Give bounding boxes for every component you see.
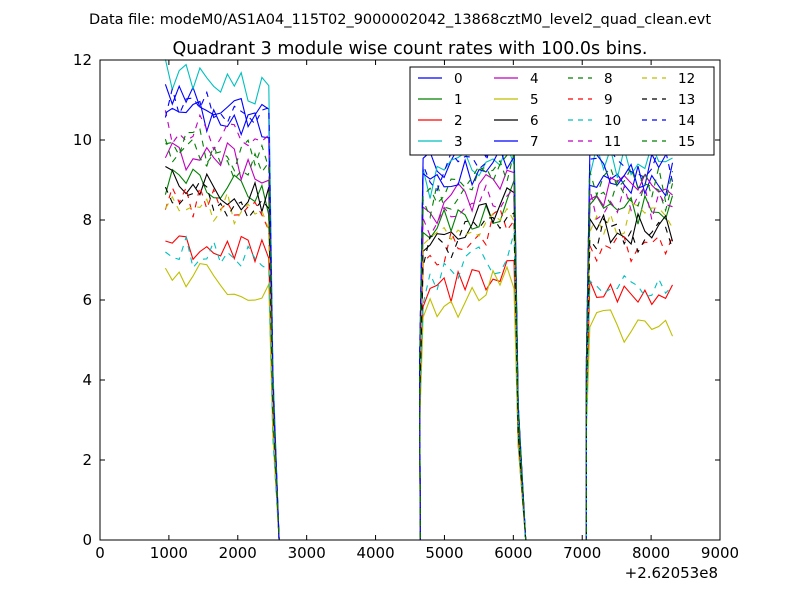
series-line-7 — [165, 100, 673, 541]
y-tick-label: 4 — [82, 371, 92, 389]
x-tick-label: 4000 — [356, 544, 394, 562]
chart-title: Quadrant 3 module wise count rates with … — [173, 39, 648, 59]
x-tick-label: 1000 — [150, 544, 188, 562]
ticks-layer — [99, 59, 721, 541]
y-tick-label: 12 — [73, 51, 92, 69]
series-line-15 — [165, 128, 674, 541]
y-tick-label: 10 — [73, 131, 92, 149]
legend-label-3: 3 — [454, 134, 463, 150]
legend-label-6: 6 — [530, 113, 539, 129]
legend-label-9: 9 — [604, 92, 613, 108]
legend-label-13: 13 — [678, 92, 695, 108]
chart-suptitle: Data file: modeM0/AS1A04_115T02_90000020… — [89, 12, 711, 28]
legend-box — [409, 66, 715, 156]
series-line-3 — [164, 59, 673, 541]
legend-label-2: 2 — [454, 113, 463, 129]
series-line-10 — [165, 232, 673, 541]
y-tick-label: 0 — [82, 531, 92, 549]
legend-label-1: 1 — [454, 92, 463, 108]
x-tick-label: 7000 — [563, 544, 601, 562]
x-tick-label: 9000 — [701, 544, 739, 562]
series-line-2 — [165, 235, 673, 541]
y-tick-label: 8 — [82, 211, 92, 229]
legend-label-5: 5 — [530, 92, 539, 108]
x-tick-label: 6000 — [494, 544, 532, 562]
y-tick-label: 6 — [82, 291, 92, 309]
legend-label-12: 12 — [678, 71, 695, 87]
x-tick-label: 8000 — [632, 544, 670, 562]
series-line-14 — [164, 88, 674, 541]
series-line-5 — [164, 262, 674, 541]
legend-label-15: 15 — [678, 134, 695, 150]
legend-label-4: 4 — [530, 71, 539, 87]
series-line-6 — [165, 166, 674, 541]
x-tick-label: 0 — [95, 544, 105, 562]
series-line-13 — [164, 180, 674, 541]
x-tick-label: 5000 — [425, 544, 463, 562]
legend-label-10: 10 — [604, 113, 621, 129]
series-line-1 — [164, 168, 674, 541]
x-offset-label: +2.62053e8 — [625, 564, 718, 582]
series-layer — [164, 59, 674, 541]
legend-label-8: 8 — [604, 71, 613, 87]
series-line-9 — [164, 184, 674, 541]
x-tick-label: 2000 — [219, 544, 257, 562]
ticklabels-layer: 0 1000 2000 3000 4000 5000 6000 7000 8000 9000 0 2 4… — [73, 51, 739, 562]
legend-label-14: 14 — [678, 113, 695, 129]
y-tick-label: 2 — [82, 451, 92, 469]
legend-label-0: 0 — [454, 71, 463, 87]
legend-label-7: 7 — [530, 134, 539, 150]
legend-label-11: 11 — [604, 134, 621, 150]
x-tick-label: 3000 — [288, 544, 326, 562]
series-line-12 — [164, 190, 673, 541]
